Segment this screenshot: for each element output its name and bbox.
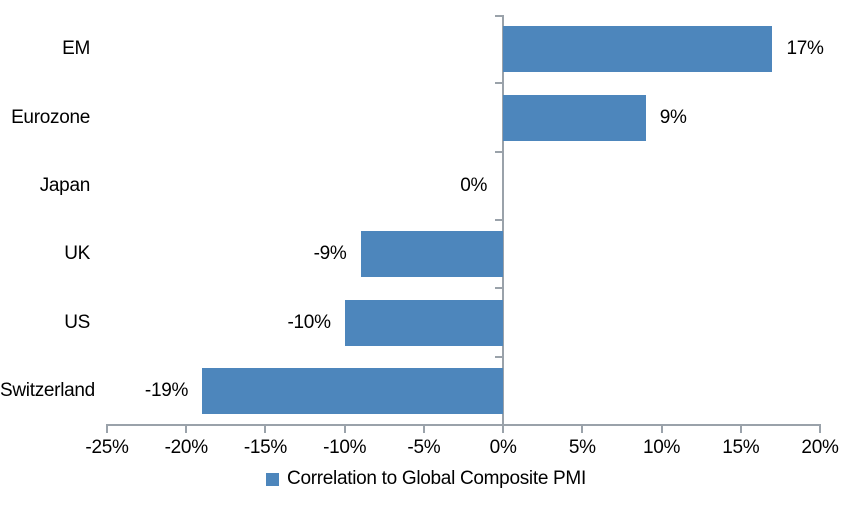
category-label: UK (64, 243, 90, 265)
x-axis-tick (185, 424, 188, 433)
category-axis-tick (495, 219, 503, 221)
x-tick-label: -10% (323, 437, 367, 458)
x-tick-label: 20% (801, 437, 839, 458)
x-tick-label: 15% (722, 437, 760, 458)
x-tick-label: -20% (164, 437, 208, 458)
x-axis-tick (660, 424, 663, 433)
category-label: Switzerland (0, 379, 95, 401)
bar (503, 26, 773, 73)
bar (344, 299, 504, 346)
category-axis-tick (495, 150, 503, 153)
x-axis-tick (739, 424, 742, 433)
bar (360, 231, 504, 278)
category-axis-tick (495, 15, 503, 17)
value-label: -19% (144, 379, 189, 401)
x-axis-tick (264, 424, 267, 433)
category-label: US (64, 311, 90, 333)
x-axis-tick (343, 424, 346, 433)
bar (503, 94, 646, 141)
x-axis-tick (502, 424, 505, 433)
x-axis-tick (422, 424, 425, 433)
legend-label: Correlation to Global Composite PMI (287, 468, 586, 489)
x-tick-label: 5% (568, 437, 596, 458)
legend: Correlation to Global Composite PMI (0, 466, 852, 492)
x-tick-label: -15% (243, 437, 288, 458)
category-axis-tick (495, 82, 503, 85)
value-label: 9% (659, 106, 687, 128)
x-axis-tick (106, 424, 108, 433)
value-label: 0% (460, 174, 488, 196)
value-label: -10% (287, 311, 331, 333)
zero-axis-line (502, 15, 505, 425)
x-tick-label: -25% (85, 437, 129, 458)
x-axis-line (107, 424, 820, 426)
x-axis-tick (819, 424, 821, 433)
value-label: -9% (313, 243, 347, 265)
x-tick-label: 0% (489, 437, 517, 458)
x-tick-label: 10% (642, 437, 681, 458)
x-tick-label: -5% (407, 437, 441, 458)
category-label: Japan (39, 174, 91, 196)
legend-swatch (266, 472, 280, 486)
category-axis-tick (495, 355, 503, 358)
category-label: Eurozone (11, 106, 90, 128)
x-axis-tick (581, 424, 584, 433)
category-label: EM (62, 38, 90, 60)
bar (202, 367, 504, 414)
category-axis-tick (495, 287, 503, 290)
value-label: 17% (786, 38, 824, 60)
